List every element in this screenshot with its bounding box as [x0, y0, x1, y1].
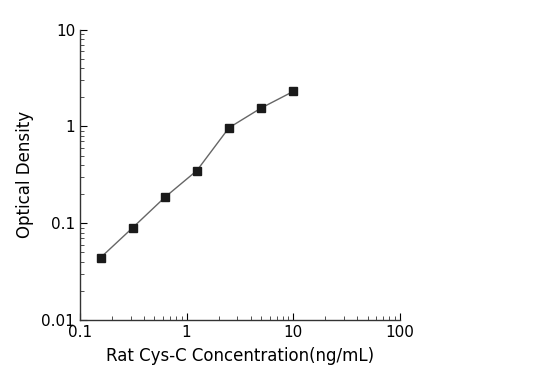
Y-axis label: Optical Density: Optical Density [17, 111, 35, 238]
X-axis label: Rat Cys-C Concentration(ng/mL): Rat Cys-C Concentration(ng/mL) [106, 347, 374, 365]
